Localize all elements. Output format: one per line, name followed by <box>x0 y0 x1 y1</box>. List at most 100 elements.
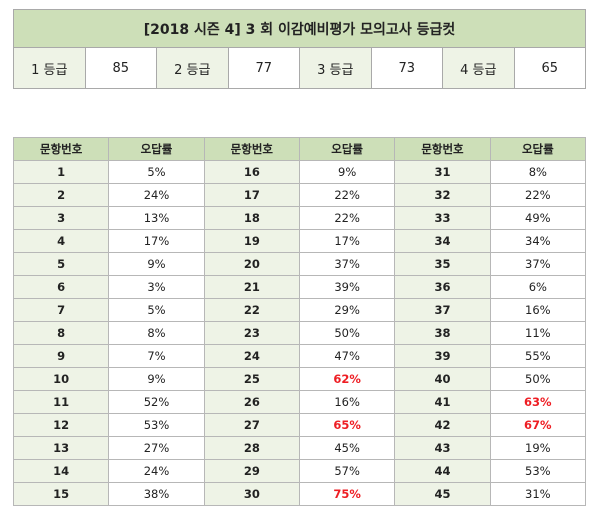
question-number: 32 <box>394 183 491 207</box>
wrong-answer-rate: 5% <box>108 160 205 184</box>
wrong-answer-rate: 22% <box>298 206 396 230</box>
grade-value-4: 65 <box>513 47 586 89</box>
wrong-answer-rate: 45% <box>298 436 396 460</box>
table-row: 14 24% 29 57% 44 53% <box>12 459 587 483</box>
grade-cut-table: [2018 시즌 4] 3 회 이감예비평가 모의고사 등급컷 1 등급 85 … <box>13 9 586 89</box>
question-number: 20 <box>203 252 300 276</box>
question-number: 35 <box>394 252 491 276</box>
wrong-answer-rate: 39% <box>298 275 396 299</box>
question-number: 40 <box>394 367 491 391</box>
column-header-rate: 오답률 <box>489 137 587 161</box>
question-number: 25 <box>203 367 300 391</box>
wrong-answer-rate: 37% <box>298 252 396 276</box>
question-number: 5 <box>12 252 110 276</box>
wrong-answer-rate: 37% <box>489 252 587 276</box>
column-header-number: 문항번호 <box>12 137 110 161</box>
question-number: 23 <box>203 321 300 345</box>
question-number: 24 <box>203 344 300 368</box>
question-number: 30 <box>203 482 300 506</box>
question-number: 7 <box>12 298 110 322</box>
wrong-answer-rate: 50% <box>489 367 587 391</box>
wrong-answer-rate: 8% <box>108 321 205 345</box>
wrong-answer-rate: 11% <box>489 321 587 345</box>
table-row: 3 13% 18 22% 33 49% <box>12 206 587 230</box>
question-number: 39 <box>394 344 491 368</box>
grade-value-2: 77 <box>227 47 300 89</box>
table-row: 2 24% 17 22% 32 22% <box>12 183 587 207</box>
grade-label-1: 1 등급 <box>13 47 86 89</box>
question-number: 1 <box>12 160 110 184</box>
question-number: 33 <box>394 206 491 230</box>
table-header-row: 문항번호 오답률 문항번호 오답률 문항번호 오답률 <box>12 137 587 161</box>
question-number: 13 <box>12 436 110 460</box>
question-number: 41 <box>394 390 491 414</box>
wrong-answer-rate: 75% <box>298 482 396 506</box>
question-number: 43 <box>394 436 491 460</box>
grade-label-2: 2 등급 <box>156 47 229 89</box>
question-number: 4 <box>12 229 110 253</box>
wrong-answer-rate: 27% <box>108 436 205 460</box>
question-number: 10 <box>12 367 110 391</box>
table-row: 11 52% 26 16% 41 63% <box>12 390 587 414</box>
grade-cut-row: 1 등급 85 2 등급 77 3 등급 73 4 등급 65 <box>13 47 586 89</box>
grade-value-3: 73 <box>370 47 443 89</box>
wrong-answer-rate: 6% <box>489 275 587 299</box>
question-number: 2 <box>12 183 110 207</box>
grade-label-3: 3 등급 <box>299 47 372 89</box>
wrong-answer-rate-table: 문항번호 오답률 문항번호 오답률 문항번호 오답률 1 5% 16 9% 31 8% 2 2… <box>12 137 587 506</box>
table-row: 1 5% 16 9% 31 8% <box>12 160 587 184</box>
question-number: 3 <box>12 206 110 230</box>
question-number: 44 <box>394 459 491 483</box>
table-row: 8 8% 23 50% 38 11% <box>12 321 587 345</box>
question-number: 11 <box>12 390 110 414</box>
wrong-answer-rate: 8% <box>489 160 587 184</box>
question-number: 27 <box>203 413 300 437</box>
wrong-answer-rate: 5% <box>108 298 205 322</box>
question-number: 34 <box>394 229 491 253</box>
question-number: 28 <box>203 436 300 460</box>
wrong-answer-rate: 24% <box>108 459 205 483</box>
question-number: 16 <box>203 160 300 184</box>
question-number: 6 <box>12 275 110 299</box>
question-number: 15 <box>12 482 110 506</box>
question-number: 26 <box>203 390 300 414</box>
question-number: 22 <box>203 298 300 322</box>
question-number: 38 <box>394 321 491 345</box>
wrong-answer-rate: 17% <box>298 229 396 253</box>
wrong-answer-rate: 49% <box>489 206 587 230</box>
wrong-answer-rate: 16% <box>298 390 396 414</box>
question-number: 19 <box>203 229 300 253</box>
table-row: 7 5% 22 29% 37 16% <box>12 298 587 322</box>
wrong-answer-rate: 22% <box>298 183 396 207</box>
wrong-answer-rate: 3% <box>108 275 205 299</box>
wrong-answer-rate: 9% <box>108 252 205 276</box>
wrong-answer-rate: 67% <box>489 413 587 437</box>
table-body: 1 5% 16 9% 31 8% 2 24% 17 22% 32 22% 3 13% 18 22% 33 49% 4… <box>12 160 587 506</box>
wrong-answer-rate: 57% <box>298 459 396 483</box>
column-header-number: 문항번호 <box>203 137 300 161</box>
question-number: 9 <box>12 344 110 368</box>
table-row: 5 9% 20 37% 35 37% <box>12 252 587 276</box>
wrong-answer-rate: 52% <box>108 390 205 414</box>
wrong-answer-rate: 17% <box>108 229 205 253</box>
question-number: 29 <box>203 459 300 483</box>
question-number: 36 <box>394 275 491 299</box>
wrong-answer-rate: 34% <box>489 229 587 253</box>
question-number: 14 <box>12 459 110 483</box>
table-row: 15 38% 30 75% 45 31% <box>12 482 587 506</box>
table-row: 4 17% 19 17% 34 34% <box>12 229 587 253</box>
question-number: 8 <box>12 321 110 345</box>
column-header-rate: 오답률 <box>108 137 205 161</box>
wrong-answer-rate: 24% <box>108 183 205 207</box>
question-number: 17 <box>203 183 300 207</box>
wrong-answer-rate: 63% <box>489 390 587 414</box>
wrong-answer-rate: 9% <box>108 367 205 391</box>
wrong-answer-rate: 22% <box>489 183 587 207</box>
question-number: 45 <box>394 482 491 506</box>
grade-cut-title: [2018 시즌 4] 3 회 이감예비평가 모의고사 등급컷 <box>13 9 586 48</box>
wrong-answer-rate: 16% <box>489 298 587 322</box>
column-header-rate: 오답률 <box>298 137 396 161</box>
grade-value-1: 85 <box>84 47 157 89</box>
wrong-answer-rate: 31% <box>489 482 587 506</box>
wrong-answer-rate: 19% <box>489 436 587 460</box>
